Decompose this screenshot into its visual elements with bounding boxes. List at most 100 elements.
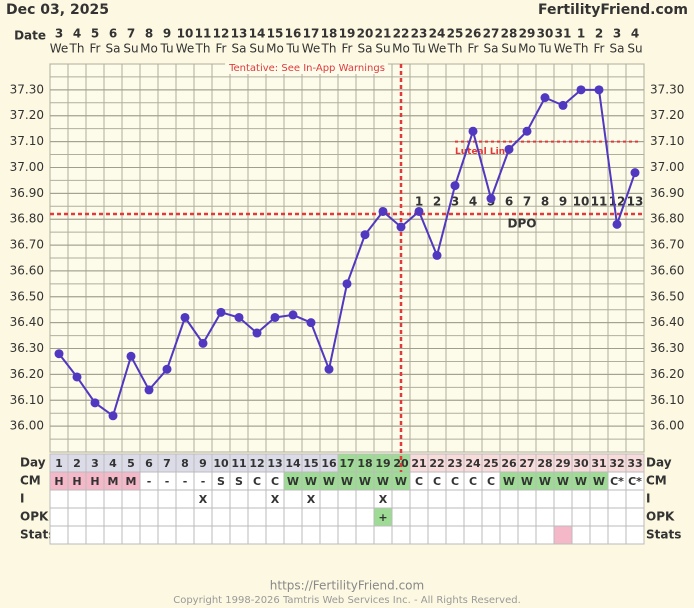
temp-point <box>432 250 442 260</box>
temp-point <box>72 372 82 382</box>
cell-text: - <box>183 475 188 488</box>
table-cell <box>391 489 411 509</box>
date-label: 26 <box>465 27 482 41</box>
table-cell <box>265 525 285 545</box>
table-cell <box>139 507 159 527</box>
table-cell <box>409 489 429 509</box>
weekday-label: Mo <box>518 42 536 56</box>
temp-point <box>594 85 604 95</box>
dpo-number: 2 <box>433 195 441 209</box>
y-tick-label: 36.70 <box>10 238 44 252</box>
cell-text: 26 <box>501 457 517 470</box>
warning-text: Tentative: See In-App Warnings <box>228 63 385 74</box>
warning-bg <box>225 63 388 74</box>
temp-point <box>612 219 622 229</box>
weekday-label: Th <box>321 42 337 56</box>
table-cell <box>535 525 555 545</box>
weekday-label: Su <box>501 42 516 56</box>
dpo-number: 3 <box>451 195 459 209</box>
chart-title: Dec 03, 2025 <box>6 2 109 18</box>
table-cell <box>193 525 213 545</box>
weekday-label: We <box>428 42 447 56</box>
cell-text: W <box>503 475 515 488</box>
cell-text: C <box>451 475 459 488</box>
cell-text: 21 <box>411 457 426 470</box>
y-tick-label: 36.60 <box>10 263 44 277</box>
row-label: I <box>20 492 24 506</box>
table-cell <box>247 489 267 509</box>
y-tick-label: 37.00 <box>10 160 44 174</box>
table-cell <box>301 507 321 527</box>
dpo-number: 6 <box>505 195 513 209</box>
table-cell <box>49 525 69 545</box>
dpo-number: 9 <box>559 195 567 209</box>
cell-text: 14 <box>285 457 301 470</box>
cell-text: H <box>90 475 99 488</box>
cell-text: 23 <box>447 457 462 470</box>
dpo-label: DPO <box>508 217 537 231</box>
dpo-number: 10 <box>573 195 590 209</box>
table-cell <box>121 489 141 509</box>
table-cell <box>265 507 285 527</box>
cell-text: 5 <box>127 457 135 470</box>
table-cell <box>607 489 627 509</box>
cell-text: 6 <box>145 457 153 470</box>
cell-text: 1 <box>55 457 63 470</box>
date-label: 17 <box>303 27 320 41</box>
weekday-label: Mo <box>140 42 158 56</box>
table-cell <box>337 507 357 527</box>
table-cell <box>427 489 447 509</box>
cell-text: W <box>341 475 353 488</box>
cell-text: C* <box>628 475 642 488</box>
cell-text: X <box>271 493 280 506</box>
y-tick-label-right: 37.00 <box>650 160 684 174</box>
cell-text: 4 <box>109 457 117 470</box>
y-tick-label-right: 36.00 <box>650 419 684 433</box>
table-cell <box>103 489 123 509</box>
table-cell <box>229 525 249 545</box>
temp-point <box>270 312 280 322</box>
table-cell <box>517 489 537 509</box>
table-cell <box>463 507 483 527</box>
cell-text: 31 <box>591 457 606 470</box>
date-label: 29 <box>519 27 536 41</box>
cell-text: 17 <box>339 457 354 470</box>
table-cell <box>283 507 303 527</box>
table-cell <box>355 525 375 545</box>
row-label-right: CM <box>646 474 667 488</box>
table-cell <box>121 507 141 527</box>
weekday-label: Th <box>447 42 463 56</box>
y-tick-label: 36.50 <box>10 289 44 303</box>
table-cell <box>139 489 159 509</box>
temp-point <box>180 312 190 322</box>
temp-point <box>486 194 496 204</box>
cell-text: C <box>271 475 279 488</box>
dpo-number: 1 <box>415 195 423 209</box>
table-cell <box>175 489 195 509</box>
cell-text: C <box>253 475 261 488</box>
table-cell <box>175 525 195 545</box>
y-tick-label: 36.20 <box>10 367 44 381</box>
luteal-label: Luteal Line <box>455 147 511 157</box>
site-name: FertilityFriend.com <box>538 2 688 18</box>
weekday-label: Su <box>123 42 138 56</box>
table-cell <box>553 525 573 545</box>
copyright: Copyright 1998-2026 Tamtris Web Services… <box>173 595 521 606</box>
weekday-label: Sa <box>106 42 121 56</box>
weekday-label: Th <box>69 42 85 56</box>
table-cell <box>211 507 231 527</box>
table-cell <box>499 489 519 509</box>
table-cell <box>517 507 537 527</box>
date-label: Date <box>14 29 46 43</box>
date-label: 14 <box>249 27 266 41</box>
row-label: CM <box>20 474 41 488</box>
cell-text: - <box>147 475 152 488</box>
weekday-label: We <box>554 42 573 56</box>
dpo-number: 7 <box>523 195 531 209</box>
date-label: 4 <box>73 27 81 41</box>
table-cell <box>157 507 177 527</box>
table-cell <box>481 525 501 545</box>
date-label: 9 <box>163 27 171 41</box>
cell-text: X <box>307 493 316 506</box>
